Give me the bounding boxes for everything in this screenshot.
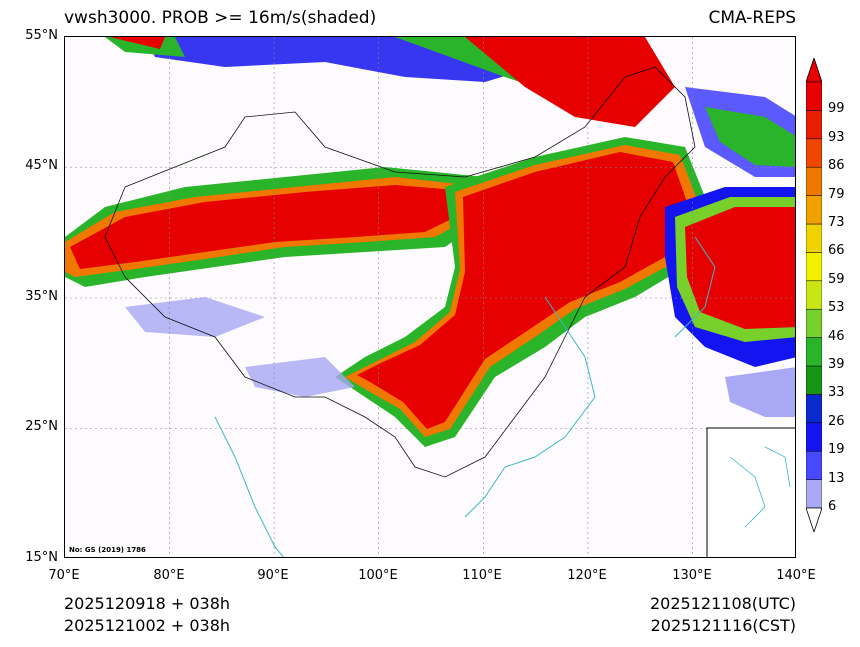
colorbar-tick-label: 59: [828, 271, 845, 287]
colorbar-tick-label: 86: [828, 158, 845, 174]
colorbar-tick-label: 46: [828, 328, 845, 344]
lon-label-130: 130°E: [672, 568, 712, 583]
lat-label-15: 15°N: [25, 550, 58, 565]
graticule: [65, 37, 795, 557]
colorbar-segment: [806, 110, 822, 140]
lon-label-110: 110°E: [462, 568, 502, 583]
colorbar-extend-low: [806, 507, 822, 532]
colorbar-tick-label: 13: [828, 470, 845, 486]
lon-label-100: 100°E: [358, 568, 398, 583]
valid-time-utc: 2025121108(UTC): [650, 594, 796, 613]
lat-label-55: 55°N: [25, 28, 58, 43]
country-border: [104, 66, 696, 478]
colorbar-segment: [806, 422, 822, 452]
lat-label-45: 45°N: [25, 158, 58, 173]
lon-label-80: 80°E: [153, 568, 185, 583]
colorbar-segment: [806, 166, 822, 196]
init-time-cst: 2025121002 + 038h: [64, 616, 231, 635]
lon-label-120: 120°E: [567, 568, 607, 583]
colorbar-segment: [806, 223, 822, 253]
inset-frame: [706, 427, 795, 557]
colorbar-segment: [806, 337, 822, 367]
colorbar-tick-label: 73: [828, 215, 845, 230]
colorbar-segment: [806, 394, 822, 424]
lon-label-90: 90°E: [257, 568, 289, 583]
colorbar: [806, 58, 822, 532]
colorbar-tick-label: 19: [828, 442, 845, 458]
colorbar-extend-high: [806, 58, 822, 83]
lon-label-70: 70°E: [48, 568, 80, 583]
coastline: [464, 296, 596, 518]
lat-label-35: 35°N: [25, 289, 58, 304]
map-panel[interactable]: No: GS (2019) 1786: [64, 36, 796, 558]
colorbar-tick-label: 26: [828, 413, 845, 429]
colorbar-segment: [806, 479, 822, 509]
colorbar-segment: [806, 450, 822, 480]
colorbar-segment: [806, 81, 822, 111]
colorbar-segment: [806, 365, 822, 395]
probability-map: [65, 37, 795, 557]
colorbar-tick-label: 6: [828, 499, 837, 514]
map-approval-note: No: GS (2019) 1786: [69, 546, 146, 554]
colorbar-tick-label: 66: [828, 243, 845, 259]
valid-time-cst: 2025121116(CST): [650, 616, 796, 635]
colorbar-segment: [806, 252, 822, 282]
colorbar-segment: [806, 280, 822, 310]
colorbar-tick-label: 53: [828, 300, 845, 316]
lat-label-25: 25°N: [25, 419, 58, 434]
chart-title: vwsh3000. PROB >= 16m/s(shaded): [64, 8, 377, 28]
colorbar-segment: [806, 308, 822, 338]
colorbar-tick-label: 93: [828, 129, 845, 145]
colorbar-segment: [806, 195, 822, 225]
colorbar-tick-label: 79: [828, 186, 845, 202]
colorbar-tick-label: 33: [828, 385, 845, 401]
colorbar-tick-label: 39: [828, 357, 845, 372]
init-time-utc: 2025120918 + 038h: [64, 594, 231, 613]
colorbar-segment: [806, 138, 822, 168]
lon-label-140: 140°E: [776, 568, 816, 583]
colorbar-tick-label: 99: [828, 101, 845, 117]
model-name: CMA-REPS: [708, 8, 796, 28]
